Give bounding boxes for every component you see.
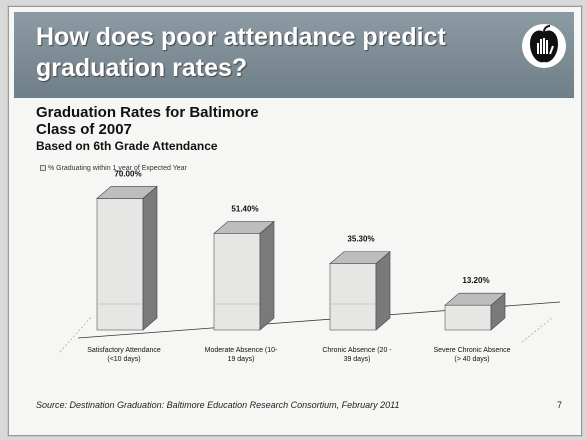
category-label: Satisfactory Attendance [87,347,161,354]
bar-top [96,186,158,199]
category-label: (<10 days) [107,356,140,363]
bar-value-label: 70.00% [114,169,141,178]
page-number: 7 [556,400,562,410]
bar-side [142,185,158,331]
title-banner: How does poor attendance predict graduat… [14,12,574,98]
bar-top [444,292,506,306]
category-label: Moderate Absence (10- [205,347,278,354]
bar-value-label: 35.30% [347,235,374,244]
category-label: Chronic Absence (20 - [322,347,392,354]
legend-swatch [40,165,46,172]
chart-floor-left-edge [59,315,93,353]
bar-front [329,263,377,331]
bar-value-label: 51.40% [231,204,258,213]
chart-subtitle: Based on 6th Grade Attendance [36,139,218,153]
category-label: 19 days) [228,356,255,363]
chart-title: Graduation Rates for Baltimore Class of … [36,104,259,138]
bar-side [375,250,391,331]
legend-label: % Graduating within 1 year of Expected Y… [47,165,187,172]
bar-side [259,220,275,331]
chart-legend: % Graduating within 1 year of Expected Y… [40,165,187,172]
category-label: (> 40 days) [454,356,489,363]
apple-hand-logo-icon [522,24,566,68]
chart-floor-right-edge [521,317,553,343]
slide-title: How does poor attendance predict graduat… [36,23,446,82]
bar-top [213,221,275,234]
category-label: Severe Chronic Absence [433,347,510,354]
category-label: 39 days) [344,356,371,363]
bar-top [329,251,391,264]
bar-front [444,304,492,331]
bar-value-label: 13.20% [462,276,489,285]
bar-front [96,198,144,331]
source-citation: Source: Destination Graduation: Baltimor… [36,400,400,410]
bar-front [213,233,261,331]
